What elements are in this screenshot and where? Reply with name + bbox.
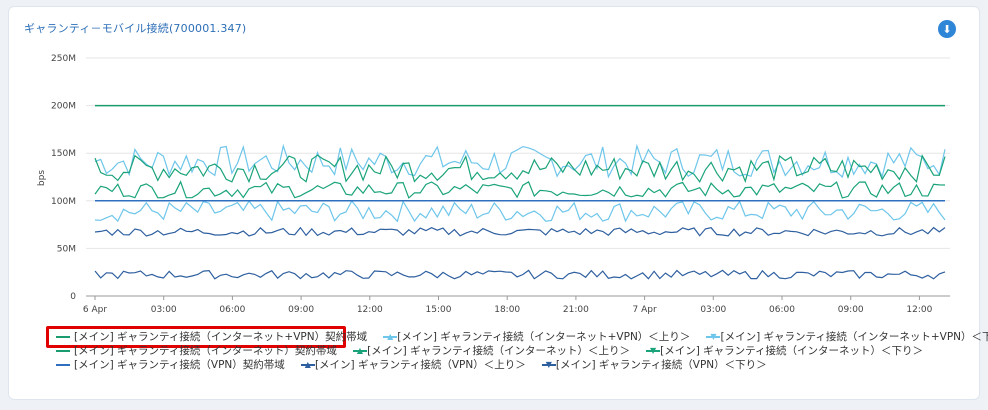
up-triangle-icon: ▲ <box>383 330 398 344</box>
legend-item[interactable]: ▲ [メイン] ギャランティ接続（インターネット）＜上り＞ <box>352 344 630 358</box>
y-tick-label: 250M <box>51 54 76 64</box>
up-triangle-icon: ▲ <box>352 344 367 358</box>
y-tick-label: 50M <box>57 244 76 254</box>
legend-item[interactable]: [メイン] ギャランティ接続（インターネット）契約帯域 <box>56 344 337 358</box>
x-tick-label: 03:00 <box>151 305 177 315</box>
legend-label: [メイン] ギャランティ接続（VPN）＜上り＞ <box>314 359 526 371</box>
series-line <box>94 180 946 199</box>
legend-item[interactable]: [メイン] ギャランティ接続（インターネット+VPN）契約帯域 <box>56 330 367 344</box>
y-tick-label: 0 <box>70 292 76 302</box>
legend-item[interactable]: ▲ [メイン] ギャランティ接続（インターネット+VPN）＜上り＞ <box>383 330 690 344</box>
legend-item[interactable]: ▼ [メイン] ギャランティ接続（インターネット）＜下り＞ <box>645 344 924 358</box>
legend-item[interactable]: ▼ [メイン] ギャランティ接続（VPN）＜下り＞ <box>541 358 767 372</box>
x-tick-label: 03:00 <box>700 305 726 315</box>
up-triangle-icon: ▲ <box>300 358 315 372</box>
y-tick-label: 200M <box>51 102 76 112</box>
down-triangle-icon: ▼ <box>541 358 556 372</box>
legend-item[interactable]: [メイン] ギャランティ接続（VPN）契約帯域 <box>56 358 285 372</box>
line-icon <box>56 336 70 338</box>
down-triangle-icon: ▼ <box>645 344 660 358</box>
down-triangle-icon: ▼ <box>706 330 721 344</box>
line-icon <box>56 364 70 366</box>
legend-label: [メイン] ギャランティ接続（インターネット+VPN）＜上り＞ <box>397 331 691 343</box>
series-line <box>94 226 946 237</box>
legend-label: [メイン] ギャランティ接続（インターネット+VPN）契約帯域 <box>74 331 368 343</box>
y-tick-label: 150M <box>51 149 76 159</box>
legend-label: [メイン] ギャランティ接続（インターネット）＜上り＞ <box>367 345 630 357</box>
legend-row: [メイン] ギャランティ接続（VPN）契約帯域 ▲ [メイン] ギャランティ接続（V… <box>56 358 966 372</box>
x-tick-label: 12:00 <box>357 305 383 315</box>
x-tick-label: 21:00 <box>563 305 589 315</box>
legend-item[interactable]: ▲ [メイン] ギャランティ接続（VPN）＜上り＞ <box>300 358 526 372</box>
legend-label: [メイン] ギャランティ接続（VPN）＜下り＞ <box>555 359 767 371</box>
highlight-box <box>46 326 346 348</box>
legend-row: [メイン] ギャランティ接続（インターネット+VPN）契約帯域 ▲ [メイン] ギャ… <box>56 330 988 344</box>
x-tick-label: 09:00 <box>838 305 864 315</box>
series-line <box>94 199 946 223</box>
x-tick-label: 6 Apr <box>83 305 107 315</box>
x-tick-label: 15:00 <box>426 305 452 315</box>
legend-item[interactable]: ▼ [メイン] ギャランティ接続（インターネット+VPN）＜下り＞ <box>706 330 988 344</box>
legend-label: [メイン] ギャランティ接続（インターネット）＜下り＞ <box>660 345 924 357</box>
legend: [メイン] ギャランティ接続（インターネット+VPN）契約帯域 ▲ [メイン] ギャ… <box>56 330 988 372</box>
y-axis-label: bps <box>37 170 47 186</box>
x-tick-label: 18:00 <box>494 305 520 315</box>
y-tick-label: 100M <box>51 197 76 207</box>
legend-label: [メイン] ギャランティ接続（VPN）契約帯域 <box>74 359 285 371</box>
x-tick-label: 12:00 <box>906 305 932 315</box>
legend-row: [メイン] ギャランティ接続（インターネット）契約帯域 ▲ [メイン] ギャランティ… <box>56 344 966 358</box>
line-icon <box>56 350 70 352</box>
series-line <box>94 154 946 184</box>
legend-label: [メイン] ギャランティ接続（インターネット）契約帯域 <box>74 345 337 357</box>
x-tick-label: 09:00 <box>288 305 314 315</box>
x-tick-label: 7 Apr <box>633 305 657 315</box>
legend-label: [メイン] ギャランティ接続（インターネット+VPN）＜下り＞ <box>720 331 988 343</box>
chart-title: ギャランティ－モバイル接続(700001.347) <box>24 22 247 35</box>
x-tick-label: 06:00 <box>769 305 795 315</box>
series-line <box>94 269 946 280</box>
x-tick-label: 06:00 <box>219 305 245 315</box>
download-icon[interactable]: ⬇ <box>938 20 956 38</box>
